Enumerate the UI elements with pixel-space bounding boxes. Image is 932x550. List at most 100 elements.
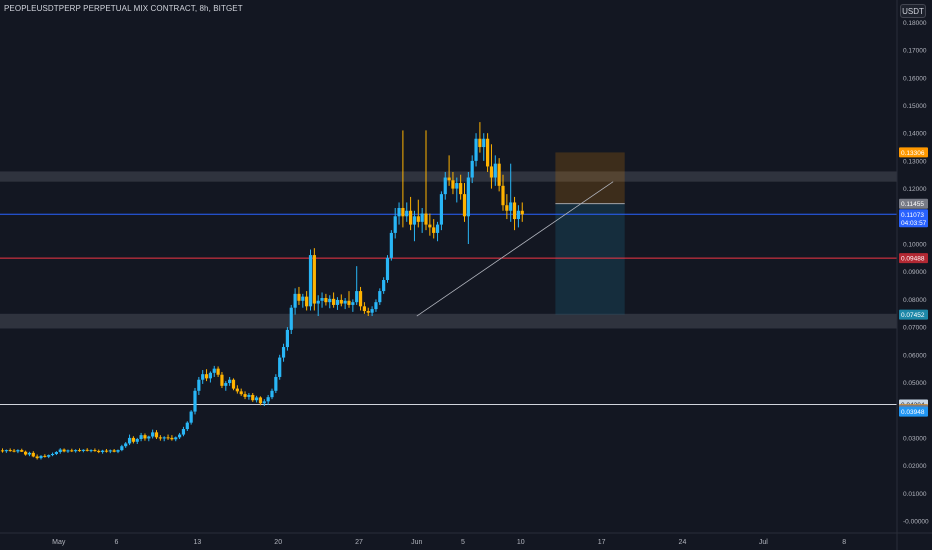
candle-body [401,207,405,217]
candle-body [447,177,451,181]
candle-body [185,422,189,430]
candle-body [389,232,393,258]
candle-body [178,434,182,438]
support-resistance-zone-0 [0,171,897,182]
time-tick-label: 24 [679,539,687,546]
price-tick-label: 0.09000 [903,269,927,276]
price-label-text: 0.09488 [901,256,925,263]
candle-body [397,207,401,217]
candle-body [62,449,66,452]
candle-body [305,296,309,307]
candle-body [89,450,93,452]
candle-body [470,160,474,178]
candle-body [416,216,420,222]
candle-body [270,390,274,398]
candle-body [320,298,324,301]
trend-line [416,181,614,317]
candle-body [316,300,320,304]
candle-body [231,379,236,389]
candle-body [224,383,228,386]
candle-body [482,138,486,148]
candle-body [435,224,440,233]
candle-body [255,397,259,401]
price-tick-label: 0.17000 [903,48,927,55]
candle-body [216,368,220,375]
candle-body [81,449,85,451]
candle-body [297,293,301,301]
candle-body [70,450,74,452]
candle-body [505,205,509,211]
price-tick-label: 0.08000 [903,297,927,304]
candle-body [174,437,178,440]
candle-body [358,291,363,307]
candle-body [154,432,159,438]
price-tick-label: 0.15000 [903,103,927,110]
candle-body [97,450,101,453]
price-axis[interactable]: 0.18000 0.17000 0.16000 0.15000 0.14000 0.130… [903,20,929,526]
candle-body [285,329,289,348]
candle-body [127,437,132,444]
trend-line-layer[interactable] [416,181,614,317]
candle-body [158,437,162,439]
currency-button[interactable]: USDT [900,4,926,18]
candle-body [8,450,12,452]
candle-body [43,455,47,457]
candle-body [239,391,243,395]
candle-body [462,194,467,217]
candle-body [50,453,55,456]
candle-body [512,202,517,220]
candle-body [266,397,270,402]
candle-body [289,307,293,330]
candle-body [497,163,501,186]
candle-body [258,397,263,404]
candle-body [474,138,478,161]
candle-body [39,455,43,459]
price-tick-label: 0.01000 [903,491,927,498]
candle-body [189,411,193,423]
candle-body [24,451,28,455]
candle-body [409,210,413,225]
price-label-badge [899,209,928,228]
price-label-badge [899,309,928,320]
candle-body [486,138,490,167]
candle-body [393,216,397,233]
candle-body [58,449,62,453]
candle-body [366,311,370,313]
candle-body [516,210,520,220]
candle-body [162,437,166,439]
candle-body [243,394,247,397]
candle-body [293,293,297,308]
candle-body [424,213,428,225]
price-tick-label: 0.02000 [903,463,927,470]
candle-body [362,306,366,312]
candle-body [77,450,82,452]
time-tick-label: 17 [598,539,606,546]
time-tick-label: 6 [115,539,119,546]
price-label-text: 0.13306 [901,150,925,157]
candle-body [120,446,124,451]
candle-body [16,450,20,452]
candle-body [212,368,216,373]
candle-body [489,166,494,178]
long-short-position-tool[interactable] [555,152,625,315]
candle-body [466,177,470,217]
candle-body [131,437,135,442]
candle-body [355,291,359,303]
candle-body [378,291,382,303]
candles-layer [0,122,524,460]
price-tick-label: 0.05000 [903,380,927,387]
price-label-text: 0.11073 [901,212,924,219]
zones-layer [0,171,897,329]
price-label-badge [899,406,928,417]
price-tick-label: 0.06000 [903,352,927,359]
price-label-badge [899,147,928,158]
support-resistance-zone-1 [0,313,897,329]
candle-body [0,450,5,452]
candle-body [20,450,24,452]
price-tick-label: 0.12000 [903,186,927,193]
price-label-text: 0.07452 [901,312,925,319]
time-tick-label: Jul [759,539,768,546]
